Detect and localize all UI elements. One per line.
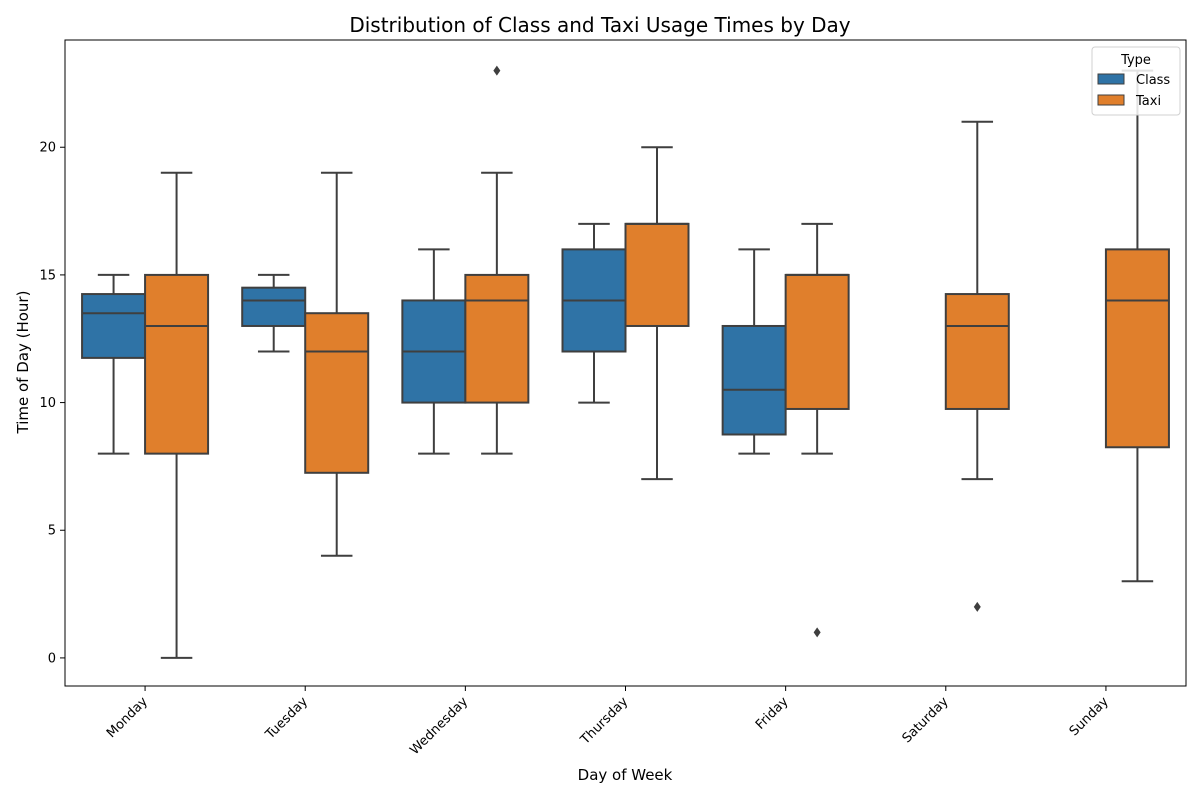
class-monday-box <box>81 293 147 359</box>
taxi-tuesday-box <box>304 312 370 474</box>
x-tick-label: Tuesday <box>262 694 311 743</box>
x-tick-label: Monday <box>104 694 151 741</box>
x-tick-label: Friday <box>753 694 792 733</box>
taxi-thursday-box <box>624 222 690 327</box>
x-axis-title: Day of Week <box>578 766 673 784</box>
taxi-friday-outlier <box>813 627 821 638</box>
x-tick-label: Wednesday <box>407 694 471 758</box>
legend-label-taxi: Taxi <box>1135 94 1161 109</box>
legend-title: Type <box>1120 53 1151 68</box>
plot-area <box>81 65 1170 659</box>
axes: 0 5 10 15 20 Monday Tuesday Wednesday Thursday Fr… <box>39 39 1187 758</box>
taxi-saturday-box <box>944 293 1010 410</box>
class-friday-box <box>721 324 787 436</box>
legend-swatch-taxi <box>1097 94 1125 106</box>
y-tick-label: 15 <box>39 268 56 283</box>
legend: Type Class Taxi <box>1091 46 1181 116</box>
taxi-friday-box <box>784 273 850 410</box>
y-tick-label: 20 <box>39 141 56 156</box>
taxi-sunday-box <box>1104 248 1170 449</box>
taxi-wednesday-outlier <box>493 65 501 76</box>
taxi-monday-box <box>144 273 210 455</box>
axes-frame <box>64 39 1187 687</box>
legend-label-class: Class <box>1136 73 1170 88</box>
y-tick-label: 0 <box>48 651 56 666</box>
class-tuesday-box <box>241 286 307 327</box>
y-tick-label: 10 <box>39 396 56 411</box>
y-tick-label: 5 <box>48 524 56 539</box>
legend-swatch-class <box>1097 73 1125 85</box>
x-tick-label: Sunday <box>1067 694 1112 739</box>
taxi-wednesday-box <box>464 273 530 404</box>
x-tick-label: Saturday <box>900 694 952 746</box>
y-axis-title: Time of Day (Hour) <box>14 291 32 435</box>
chart-title: Distribution of Class and Taxi Usage Tim… <box>349 13 850 37</box>
x-tick-label: Thursday <box>577 694 631 748</box>
taxi-saturday-outlier <box>973 601 981 612</box>
